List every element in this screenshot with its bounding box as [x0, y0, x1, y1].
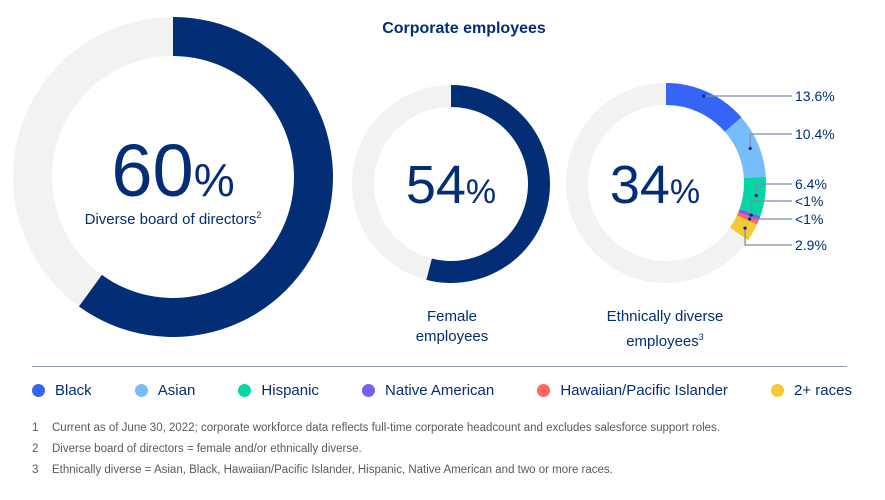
caption-line: Ethnically diverse — [606, 308, 724, 325]
data-label: 10.4% — [795, 126, 835, 142]
legend-item-hawaiian-pacific-islander: Hawaiian/Pacific Islander — [537, 382, 728, 399]
footnote: 3 Ethnically diverse = Asian, Black, Hawa… — [32, 464, 613, 476]
donut-female-arc — [426, 85, 550, 283]
data-label: <1% — [795, 193, 823, 209]
segment-asian — [724, 117, 766, 179]
caption-line: Female — [426, 308, 478, 325]
legend-dot-icon — [134, 384, 148, 397]
leader-dot — [702, 94, 706, 98]
donut-female-caption: Female employees — [392, 307, 512, 347]
donut-charts: 60% Diverse board of directors2 54% 13.6… — [12, 17, 835, 337]
legend-item-black: Black — [32, 382, 92, 399]
legend-item-two-plus-races: 2+ races — [771, 382, 852, 399]
legend-dot-icon — [537, 384, 551, 397]
donut-board-value: 60% — [111, 129, 234, 212]
legend-item-hispanic: Hispanic — [238, 382, 319, 399]
leader-dot — [748, 217, 752, 221]
caption-line: employees — [415, 328, 489, 345]
donut-board-arc — [78, 17, 334, 337]
footnote: 1 Current as of June 30, 2022; corporate … — [32, 422, 720, 434]
chart-title: Corporate employees — [382, 20, 546, 37]
donut-ethnic-caption: Ethnically diverse employees3 — [585, 307, 745, 352]
segment-hispanic — [739, 176, 766, 217]
data-label: 2.9% — [795, 237, 827, 253]
leader-line — [749, 133, 792, 149]
segment-hawaiian-pacific-islander — [736, 212, 759, 225]
leader-line — [755, 183, 792, 196]
leader-line — [750, 200, 792, 216]
segment-native-american — [738, 208, 761, 221]
legend-dot-icon — [238, 384, 252, 397]
footnote: 2 Diverse board of directors = female and… — [32, 443, 362, 455]
data-label: 6.4% — [795, 176, 827, 192]
data-label: <1% — [795, 211, 823, 227]
donut-female: 54% — [351, 85, 550, 283]
legend-item-native-american: Native American — [362, 382, 494, 399]
legend-item-asian: Asian — [134, 382, 195, 399]
legend-dot-icon — [771, 384, 785, 397]
legend: Black Asian Hispanic Native American Haw… — [32, 382, 852, 399]
divider — [32, 366, 847, 367]
segment-black — [666, 83, 742, 132]
donut-ethnic: 13.6%10.4%6.4%<1%<1%2.9% 34% — [565, 83, 835, 283]
leader-line — [744, 228, 792, 246]
legend-dot-icon — [362, 384, 376, 397]
footnotes: 1 Current as of June 30, 2022; corporate … — [32, 418, 720, 481]
data-label: 13.6% — [795, 88, 835, 104]
leader-dot — [749, 213, 753, 217]
donut-ethnic-value: 34% — [610, 155, 700, 215]
leader-dot — [748, 146, 752, 151]
leader-dot — [743, 226, 747, 230]
donut-female-value: 54% — [406, 155, 496, 215]
donut-board: 60% Diverse board of directors2 — [12, 17, 334, 337]
caption-line: employees3 — [626, 332, 704, 350]
donut-board-caption: Diverse board of directors2 — [85, 210, 262, 228]
legend-dot-icon — [32, 384, 45, 397]
leader-dot — [754, 193, 758, 198]
